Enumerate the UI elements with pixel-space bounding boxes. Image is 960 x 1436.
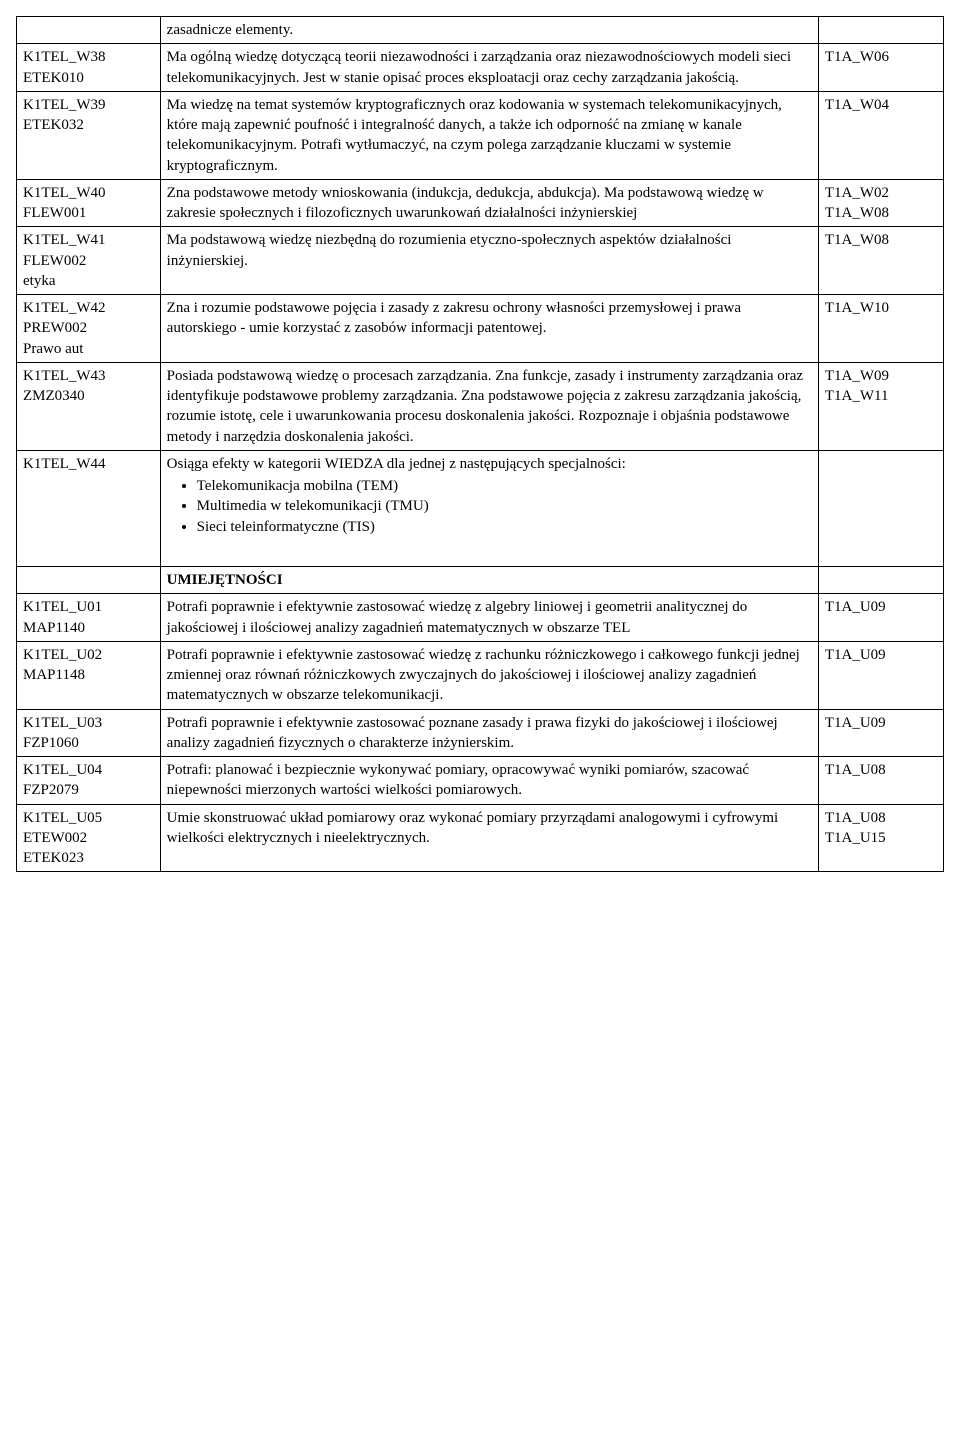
code-cell: K1TEL_U04FZP2079 <box>17 757 161 805</box>
code-cell: K1TEL_W43ZMZ0340 <box>17 362 161 450</box>
table-row: K1TEL_W39ETEK032Ma wiedzę na temat syste… <box>17 91 944 179</box>
description-intro: Osiąga efekty w kategorii WIEDZA dla jed… <box>167 454 812 474</box>
ref-cell: T1A_U09 <box>818 594 943 642</box>
description-cell: Umie skonstruować układ pomiarowy oraz w… <box>160 804 818 872</box>
code-cell: K1TEL_U03FZP1060 <box>17 709 161 757</box>
description-cell: Potrafi poprawnie i efektywnie zastosowa… <box>160 594 818 642</box>
code-cell <box>17 567 161 594</box>
table-row: zasadnicze elementy. <box>17 17 944 44</box>
code-cell <box>17 17 161 44</box>
description-cell: Potrafi poprawnie i efektywnie zastosowa… <box>160 641 818 709</box>
ref-cell: T1A_W08 <box>818 227 943 295</box>
table-row: K1TEL_W38ETEK010Ma ogólną wiedzę dotyczą… <box>17 44 944 92</box>
spec-list-item: Sieci teleinformatyczne (TIS) <box>197 517 812 537</box>
code-cell: K1TEL_W42PREW002Prawo aut <box>17 295 161 363</box>
table-row: K1TEL_U01MAP1140Potrafi poprawnie i efek… <box>17 594 944 642</box>
description-cell: Zna i rozumie podstawowe pojęcia i zasad… <box>160 295 818 363</box>
description-cell: Ma ogólną wiedzę dotyczącą teorii niezaw… <box>160 44 818 92</box>
table-row: K1TEL_U02MAP1148Potrafi poprawnie i efek… <box>17 641 944 709</box>
ref-cell: T1A_W02T1A_W08 <box>818 179 943 227</box>
description-cell: Potrafi: planować i bezpiecznie wykonywa… <box>160 757 818 805</box>
table-row: K1TEL_W42PREW002Prawo autZna i rozumie p… <box>17 295 944 363</box>
code-cell: K1TEL_W44 <box>17 450 161 566</box>
table-row: K1TEL_U03FZP1060Potrafi poprawnie i efek… <box>17 709 944 757</box>
table-row: K1TEL_W44 Osiąga efekty w kategorii WIEDZ… <box>17 450 944 566</box>
code-cell: K1TEL_W40FLEW001 <box>17 179 161 227</box>
ref-cell: T1A_W04 <box>818 91 943 179</box>
ref-cell: T1A_W09T1A_W11 <box>818 362 943 450</box>
ref-cell <box>818 567 943 594</box>
ref-cell: T1A_U09 <box>818 709 943 757</box>
ref-cell: T1A_U09 <box>818 641 943 709</box>
code-cell: K1TEL_W39ETEK032 <box>17 91 161 179</box>
table-row: UMIEJĘTNOŚCI <box>17 567 944 594</box>
section-heading: UMIEJĘTNOŚCI <box>167 572 283 588</box>
description-cell: Ma wiedzę na temat systemów kryptografic… <box>160 91 818 179</box>
description-cell: Osiąga efekty w kategorii WIEDZA dla jed… <box>160 450 818 566</box>
code-cell: K1TEL_W38ETEK010 <box>17 44 161 92</box>
table-row: K1TEL_W41FLEW002etykaMa podstawową wiedz… <box>17 227 944 295</box>
description-cell: Posiada podstawową wiedzę o procesach za… <box>160 362 818 450</box>
table-row: K1TEL_W43ZMZ0340Posiada podstawową wiedz… <box>17 362 944 450</box>
code-cell: K1TEL_U02MAP1148 <box>17 641 161 709</box>
ref-cell <box>818 17 943 44</box>
description-cell: Zna podstawowe metody wnioskowania (indu… <box>160 179 818 227</box>
description-cell: zasadnicze elementy. <box>160 17 818 44</box>
spec-list-item: Telekomunikacja mobilna (TEM) <box>197 476 812 496</box>
code-cell: K1TEL_W41FLEW002etyka <box>17 227 161 295</box>
outcomes-table: zasadnicze elementy.K1TEL_W38ETEK010Ma o… <box>16 16 944 872</box>
ref-cell: T1A_W06 <box>818 44 943 92</box>
ref-cell: T1A_U08T1A_U15 <box>818 804 943 872</box>
ref-cell <box>818 450 943 566</box>
table-row: K1TEL_U04FZP2079 Potrafi: planować i bez… <box>17 757 944 805</box>
description-cell: UMIEJĘTNOŚCI <box>160 567 818 594</box>
spec-list: Telekomunikacja mobilna (TEM)Multimedia … <box>197 476 812 537</box>
table-row: K1TEL_U05ETEW002ETEK023Umie skonstruować… <box>17 804 944 872</box>
ref-cell: T1A_W10 <box>818 295 943 363</box>
code-cell: K1TEL_U05ETEW002ETEK023 <box>17 804 161 872</box>
description-cell: Potrafi poprawnie i efektywnie zastosowa… <box>160 709 818 757</box>
code-cell: K1TEL_U01MAP1140 <box>17 594 161 642</box>
description-cell: Ma podstawową wiedzę niezbędną do rozumi… <box>160 227 818 295</box>
table-row: K1TEL_W40FLEW001Zna podstawowe metody wn… <box>17 179 944 227</box>
spec-list-item: Multimedia w telekomunikacji (TMU) <box>197 496 812 516</box>
ref-cell: T1A_U08 <box>818 757 943 805</box>
